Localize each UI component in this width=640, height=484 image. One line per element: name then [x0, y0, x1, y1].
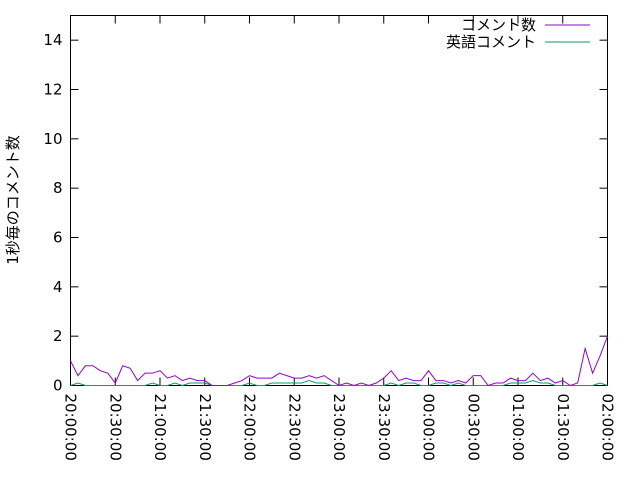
x-tick-label: 01:00:00 — [509, 394, 527, 461]
series-line-comments — [70, 335, 608, 387]
x-tick-label: 00:00:00 — [420, 394, 438, 461]
x-tick-label: 23:00:00 — [330, 394, 348, 461]
y-tick-label: 4 — [53, 278, 63, 296]
y-axis-label: 1秒毎のコメント数 — [4, 135, 22, 265]
x-tick-label: 00:30:00 — [464, 394, 482, 461]
x-tick-label: 21:30:00 — [196, 394, 214, 461]
y-tick-label: 6 — [53, 229, 63, 247]
y-tick-label: 0 — [53, 377, 63, 395]
y-tick-label: 14 — [43, 31, 62, 49]
x-tick-label: 01:30:00 — [554, 394, 572, 461]
legend-label-comments: コメント数 — [461, 16, 536, 34]
x-tick-label: 22:30:00 — [285, 394, 303, 461]
y-tick-label: 8 — [53, 179, 63, 197]
plot-frame — [70, 15, 608, 386]
y-tick-label: 2 — [53, 327, 63, 345]
y-tick-label: 10 — [43, 130, 62, 148]
x-tick-label: 20:30:00 — [106, 394, 124, 461]
legend: コメント数 英語コメント — [446, 16, 590, 51]
x-tick-label: 21:00:00 — [151, 394, 169, 461]
x-tick-label: 23:30:00 — [375, 394, 393, 461]
legend-label-english: 英語コメント — [446, 33, 536, 51]
x-tick-label: 02:00:00 — [599, 394, 617, 461]
x-tick-label: 22:00:00 — [241, 394, 259, 461]
x-tick-label: 20:00:00 — [62, 394, 80, 461]
y-tick-label: 12 — [43, 81, 62, 99]
